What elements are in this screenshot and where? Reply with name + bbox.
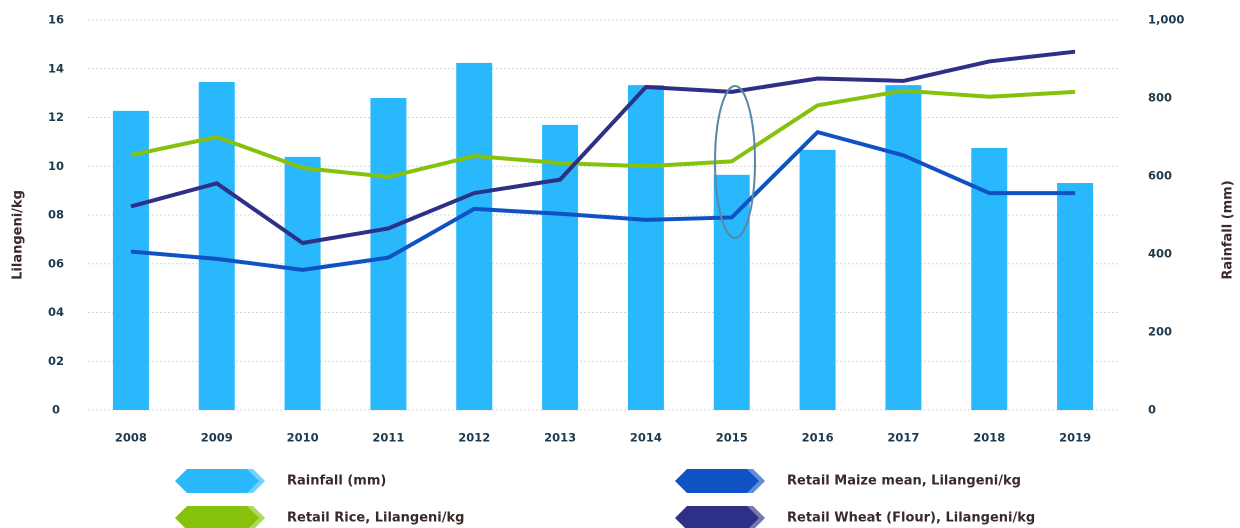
y2-axis-title: Rainfall (mm) — [1221, 180, 1236, 279]
x-tick-label: 2009 — [201, 431, 233, 445]
legend-label: Retail Wheat (Flour), Lilangeni/kg — [787, 511, 1035, 526]
legend-swatch — [175, 506, 265, 528]
line — [130, 130, 1076, 272]
legend-swatch-tip — [747, 506, 765, 528]
legend-swatch — [675, 506, 765, 528]
y-tick-label: 16 — [48, 13, 64, 27]
x-tick-label: 2016 — [802, 431, 834, 445]
bar — [1057, 183, 1094, 410]
x-tick-label: 2019 — [1059, 431, 1091, 445]
x-tick-label: 2010 — [287, 431, 319, 445]
x-tick-label: 2015 — [716, 431, 748, 445]
y-axis-title: Lilangeni/kg — [11, 190, 26, 280]
bar — [885, 85, 922, 410]
x-tick-label: 2013 — [544, 431, 576, 445]
y-tick-label: 06 — [48, 256, 64, 270]
line — [130, 88, 1076, 179]
x-tick-label: 2011 — [372, 431, 404, 445]
y2-tick-label: 1,000 — [1148, 13, 1184, 27]
x-tick-label: 2008 — [115, 431, 147, 445]
x-tick-label: 2012 — [458, 431, 490, 445]
y-tick-label: 02 — [48, 354, 64, 368]
bar — [284, 156, 321, 410]
y-tick-label: 08 — [48, 208, 64, 222]
bar — [456, 62, 493, 411]
bar — [112, 110, 149, 411]
legend-swatch-tip — [247, 469, 265, 493]
x-tick-label: 2014 — [630, 431, 662, 445]
bar — [799, 149, 836, 410]
y-tick-label: 14 — [48, 61, 64, 75]
y2-tick-label: 200 — [1148, 325, 1172, 339]
bar — [542, 124, 579, 410]
legend-label: Retail Maize mean, Lilangeni/kg — [787, 474, 1021, 489]
y-tick-label: 12 — [48, 110, 64, 124]
legend-swatch — [675, 469, 765, 493]
x-tick-label: 2018 — [973, 431, 1005, 445]
y-tick-label: 10 — [48, 159, 64, 173]
legend-label: Retail Rice, Lilangeni/kg — [287, 511, 464, 526]
lines — [130, 49, 1076, 272]
y2-tick-label: 0 — [1148, 403, 1156, 417]
highlight-ellipse — [714, 85, 756, 239]
bar — [370, 98, 407, 410]
line — [130, 49, 1076, 246]
y-tick-label: 0 — [52, 403, 60, 417]
y2-tick-label: 600 — [1148, 169, 1172, 183]
legend-swatch-tip — [247, 506, 265, 528]
bar — [627, 85, 664, 410]
legend-swatch — [175, 469, 265, 493]
bars — [112, 62, 1094, 411]
y2-tick-label: 800 — [1148, 91, 1172, 105]
y2-tick-label: 400 — [1148, 247, 1172, 261]
x-tick-label: 2017 — [887, 431, 919, 445]
legend-swatch-tip — [747, 469, 765, 493]
y-tick-label: 04 — [48, 305, 64, 319]
bar — [198, 82, 235, 410]
legend: Rainfall (mm) Retail Rice, Lilangeni/kg Re… — [175, 469, 1035, 528]
legend-label: Rainfall (mm) — [287, 474, 386, 489]
